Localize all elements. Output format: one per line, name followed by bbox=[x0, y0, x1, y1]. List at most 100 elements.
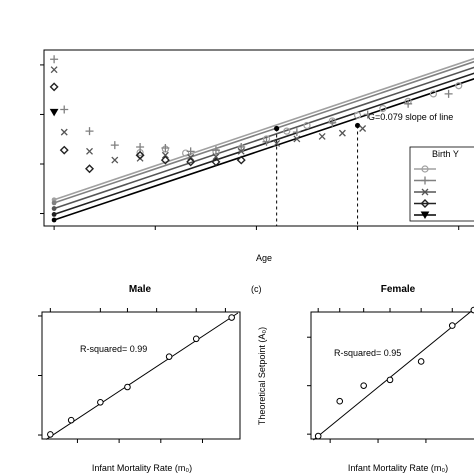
top-point bbox=[135, 150, 145, 160]
legend-marker bbox=[420, 199, 430, 208]
top-point bbox=[59, 145, 69, 155]
top-point bbox=[237, 143, 246, 152]
female-top-axis bbox=[317, 308, 453, 312]
top-x-axis bbox=[53, 226, 460, 230]
top-point bbox=[50, 66, 58, 74]
male-point bbox=[228, 314, 235, 321]
female-point bbox=[360, 382, 367, 389]
male-point bbox=[47, 431, 54, 438]
panel-label-c: (c) bbox=[251, 284, 262, 294]
top-point bbox=[50, 55, 59, 64]
top-point bbox=[318, 132, 326, 140]
top-point bbox=[236, 155, 246, 165]
top-point bbox=[186, 157, 196, 167]
male-data-points bbox=[47, 314, 235, 438]
top-data-points bbox=[49, 55, 463, 174]
top-point bbox=[60, 105, 69, 114]
top-point bbox=[85, 164, 95, 174]
top-point bbox=[111, 156, 119, 164]
top-point bbox=[49, 108, 59, 117]
top-intercept-dot bbox=[51, 206, 57, 211]
top-point bbox=[85, 127, 94, 136]
top-point bbox=[404, 99, 413, 108]
top-annotation: G=0.079 slope of line bbox=[368, 112, 453, 122]
top-point bbox=[283, 127, 291, 135]
top-point bbox=[338, 129, 346, 137]
male-point bbox=[97, 398, 104, 406]
top-plot-frame bbox=[43, 49, 474, 227]
female-y-axis-label: Theoretical Setpoint (A₀) bbox=[257, 327, 267, 425]
top-point bbox=[161, 151, 169, 159]
top-point bbox=[86, 147, 93, 155]
top-panel: G=0.079 slope of line Age Birth Y bbox=[40, 49, 474, 263]
top-point bbox=[328, 118, 337, 127]
top-point bbox=[237, 147, 245, 155]
top-point bbox=[49, 82, 59, 92]
top-point bbox=[444, 89, 453, 98]
top-fit-line-0 bbox=[53, 57, 474, 201]
top-point bbox=[211, 146, 220, 155]
legend-items bbox=[414, 165, 436, 219]
top-point bbox=[455, 82, 463, 90]
top-point bbox=[110, 141, 119, 150]
top-point bbox=[273, 139, 281, 147]
top-point bbox=[429, 90, 438, 98]
top-point bbox=[212, 153, 220, 161]
top-point bbox=[379, 104, 387, 113]
top-point bbox=[359, 125, 367, 132]
female-plot-frame bbox=[310, 311, 474, 440]
female-point bbox=[417, 358, 425, 365]
legend-marker bbox=[421, 165, 429, 173]
top-point bbox=[187, 153, 195, 161]
male-annotation: R-squared= 0.99 bbox=[80, 344, 147, 354]
top-legend: Birth Y bbox=[409, 146, 474, 222]
top-point bbox=[211, 157, 221, 167]
male-point bbox=[124, 383, 131, 391]
male-top-axis bbox=[49, 308, 226, 312]
top-guide-marker bbox=[274, 125, 280, 132]
top-y-axis bbox=[40, 64, 44, 215]
legend-marker bbox=[421, 176, 429, 185]
top-fit-lines bbox=[53, 57, 474, 221]
top-point bbox=[186, 147, 195, 156]
top-point bbox=[182, 149, 190, 157]
top-point bbox=[161, 144, 170, 153]
top-fit-line-2 bbox=[53, 66, 474, 210]
legend-title: Birth Y bbox=[432, 149, 459, 159]
legend-box bbox=[409, 146, 474, 222]
male-title: Male bbox=[129, 284, 152, 295]
top-point bbox=[160, 155, 170, 165]
top-point bbox=[60, 128, 68, 136]
top-point bbox=[363, 110, 372, 119]
top-intercept-labels bbox=[51, 197, 57, 223]
male-point bbox=[67, 416, 75, 424]
top-guide-marker bbox=[354, 122, 361, 129]
male-fit-line bbox=[45, 312, 239, 440]
male-panel: Male R-squared= 0.99 Infant Mortality Ra… bbox=[38, 284, 241, 473]
top-point bbox=[262, 137, 271, 146]
male-point bbox=[192, 335, 200, 343]
female-point bbox=[336, 397, 344, 405]
female-y-axis bbox=[307, 336, 311, 435]
top-intercept-dot bbox=[51, 217, 57, 223]
female-panel: (c) Female R-squared= 0.95 Infant Mortal… bbox=[251, 284, 474, 473]
legend-marker bbox=[421, 188, 429, 196]
top-x-axis-label: Age bbox=[256, 253, 272, 263]
male-fit bbox=[45, 312, 239, 440]
male-point bbox=[165, 353, 173, 360]
legend-marker bbox=[420, 211, 430, 219]
top-point bbox=[293, 135, 301, 143]
female-x-axis bbox=[329, 439, 427, 443]
male-y-axis bbox=[38, 315, 42, 436]
top-intercept-dot bbox=[51, 212, 57, 217]
top-point bbox=[303, 121, 311, 130]
top-vertical-guides bbox=[274, 122, 361, 226]
female-point bbox=[386, 376, 394, 384]
top-point bbox=[353, 111, 362, 119]
top-fit-line-1 bbox=[53, 60, 474, 204]
top-point bbox=[136, 143, 145, 152]
female-x-axis-label: Infant Mortality Rate (m₀) bbox=[348, 463, 448, 473]
female-title: Female bbox=[381, 284, 416, 295]
female-annotation: R-squared= 0.95 bbox=[334, 348, 401, 358]
